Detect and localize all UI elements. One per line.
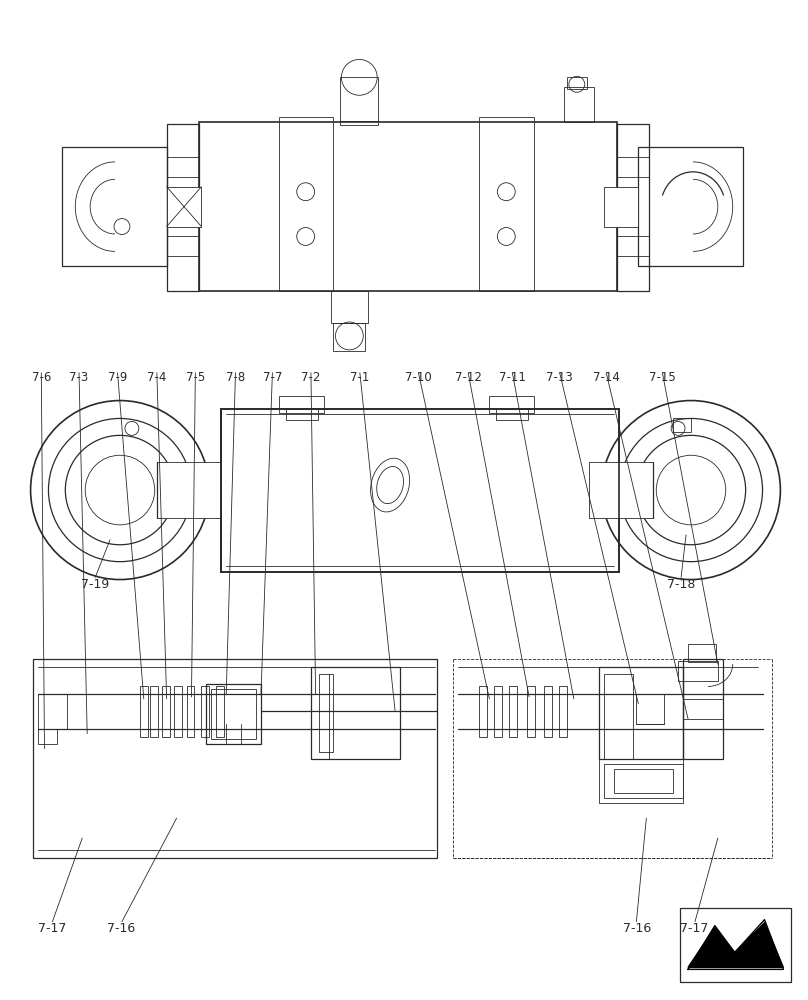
Text: 7-16: 7-16 bbox=[107, 922, 136, 935]
Bar bbox=[494, 686, 503, 737]
Bar bbox=[680, 908, 791, 982]
Bar bbox=[599, 667, 683, 759]
Bar bbox=[589, 462, 654, 518]
Bar bbox=[279, 117, 334, 291]
Bar bbox=[157, 462, 221, 518]
Bar bbox=[206, 684, 261, 744]
Bar bbox=[613, 768, 673, 793]
Bar bbox=[149, 686, 158, 737]
Bar bbox=[479, 117, 534, 291]
Text: 7-2: 7-2 bbox=[301, 371, 321, 384]
Text: 7-10: 7-10 bbox=[405, 371, 431, 384]
Bar bbox=[166, 187, 201, 227]
Text: 7-12: 7-12 bbox=[455, 371, 482, 384]
Text: 7-3: 7-3 bbox=[69, 371, 89, 384]
Bar bbox=[599, 759, 683, 803]
Bar bbox=[490, 396, 534, 413]
Bar bbox=[32, 659, 437, 858]
Bar bbox=[162, 686, 170, 737]
Text: 7-14: 7-14 bbox=[593, 371, 620, 384]
Bar bbox=[310, 667, 400, 759]
Bar bbox=[62, 147, 166, 266]
Bar bbox=[37, 694, 67, 729]
Text: 7-1: 7-1 bbox=[350, 371, 369, 384]
Bar bbox=[201, 686, 209, 737]
Bar bbox=[200, 122, 617, 291]
Bar bbox=[509, 686, 517, 737]
Text: 7-4: 7-4 bbox=[147, 371, 166, 384]
Bar bbox=[604, 187, 638, 227]
Ellipse shape bbox=[377, 467, 403, 504]
Bar bbox=[187, 686, 195, 737]
Bar bbox=[559, 686, 567, 737]
Bar bbox=[217, 686, 225, 737]
Bar bbox=[604, 764, 683, 798]
Text: 7-13: 7-13 bbox=[546, 371, 573, 384]
Bar bbox=[567, 77, 587, 89]
Bar bbox=[544, 686, 552, 737]
Bar bbox=[174, 686, 182, 737]
Bar bbox=[637, 694, 664, 724]
Bar bbox=[617, 124, 650, 291]
Text: 7-19: 7-19 bbox=[81, 578, 109, 591]
Text: 7-17: 7-17 bbox=[680, 922, 709, 935]
Bar bbox=[334, 323, 365, 351]
Bar bbox=[286, 409, 318, 420]
Text: 7-9: 7-9 bbox=[107, 371, 127, 384]
Text: 7-5: 7-5 bbox=[186, 371, 205, 384]
Bar bbox=[140, 686, 148, 737]
Bar bbox=[318, 674, 334, 752]
Bar bbox=[279, 396, 323, 413]
Bar bbox=[683, 659, 723, 759]
Bar bbox=[166, 124, 200, 291]
Bar bbox=[340, 77, 378, 125]
Bar bbox=[678, 661, 718, 681]
Text: 7-17: 7-17 bbox=[38, 922, 67, 935]
Ellipse shape bbox=[371, 458, 410, 512]
Text: 7-18: 7-18 bbox=[667, 578, 695, 591]
Polygon shape bbox=[688, 923, 784, 967]
Text: 7-11: 7-11 bbox=[499, 371, 526, 384]
Bar bbox=[604, 674, 633, 759]
Bar bbox=[638, 147, 743, 266]
Text: 7-8: 7-8 bbox=[226, 371, 245, 384]
Bar bbox=[479, 686, 487, 737]
Bar bbox=[330, 291, 368, 323]
Bar bbox=[496, 409, 528, 420]
Bar bbox=[527, 686, 535, 737]
Bar bbox=[221, 409, 618, 572]
Text: 7-15: 7-15 bbox=[649, 371, 675, 384]
Bar bbox=[673, 418, 691, 432]
Bar bbox=[212, 689, 256, 739]
Bar bbox=[688, 644, 716, 662]
Text: 7-6: 7-6 bbox=[32, 371, 51, 384]
Text: 7-7: 7-7 bbox=[263, 371, 282, 384]
Text: 7-16: 7-16 bbox=[623, 922, 650, 935]
Bar bbox=[564, 87, 594, 122]
Bar bbox=[37, 729, 57, 744]
